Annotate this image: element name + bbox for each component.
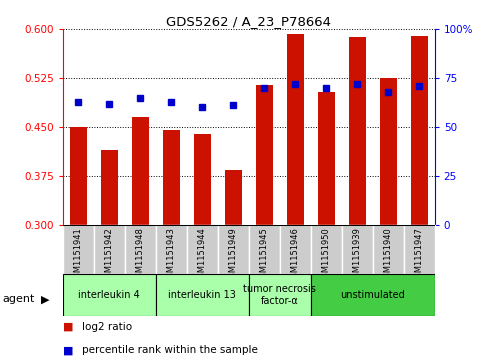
Text: GSM1151944: GSM1151944 — [198, 228, 207, 283]
Text: tumor necrosis
factor-α: tumor necrosis factor-α — [243, 284, 316, 306]
Bar — [225, 170, 242, 225]
FancyBboxPatch shape — [125, 225, 156, 274]
Text: GSM1151945: GSM1151945 — [260, 228, 269, 283]
FancyBboxPatch shape — [156, 274, 249, 316]
Text: GSM1151949: GSM1151949 — [229, 228, 238, 283]
FancyBboxPatch shape — [249, 225, 280, 274]
Text: unstimulated: unstimulated — [341, 290, 405, 300]
Bar — [194, 134, 211, 225]
Title: GDS5262 / A_23_P78664: GDS5262 / A_23_P78664 — [166, 15, 331, 28]
Text: GSM1151940: GSM1151940 — [384, 228, 393, 283]
Text: GSM1151943: GSM1151943 — [167, 228, 176, 284]
FancyBboxPatch shape — [342, 225, 373, 274]
FancyBboxPatch shape — [404, 225, 435, 274]
Bar — [411, 36, 428, 225]
Bar — [256, 85, 273, 225]
Text: interleukin 4: interleukin 4 — [78, 290, 140, 300]
Bar — [101, 150, 118, 225]
FancyBboxPatch shape — [218, 225, 249, 274]
Text: GSM1151941: GSM1151941 — [74, 228, 83, 283]
FancyBboxPatch shape — [249, 274, 311, 316]
Text: GSM1151948: GSM1151948 — [136, 228, 145, 284]
FancyBboxPatch shape — [63, 225, 94, 274]
Bar — [380, 78, 397, 225]
Bar — [70, 127, 87, 225]
FancyBboxPatch shape — [280, 225, 311, 274]
FancyBboxPatch shape — [187, 225, 218, 274]
Text: GSM1151947: GSM1151947 — [415, 228, 424, 284]
Text: GSM1151939: GSM1151939 — [353, 228, 362, 284]
FancyBboxPatch shape — [63, 274, 156, 316]
FancyBboxPatch shape — [156, 225, 187, 274]
FancyBboxPatch shape — [311, 274, 435, 316]
Text: interleukin 13: interleukin 13 — [168, 290, 236, 300]
Text: GSM1151946: GSM1151946 — [291, 228, 300, 284]
Text: percentile rank within the sample: percentile rank within the sample — [82, 345, 258, 355]
Bar — [287, 34, 304, 225]
Bar — [132, 117, 149, 225]
Bar — [163, 130, 180, 225]
Bar — [349, 37, 366, 225]
Text: GSM1151942: GSM1151942 — [105, 228, 114, 283]
FancyBboxPatch shape — [373, 225, 404, 274]
Text: agent: agent — [2, 294, 35, 305]
FancyBboxPatch shape — [311, 225, 342, 274]
Text: ▶: ▶ — [41, 294, 50, 305]
Text: ■: ■ — [63, 345, 73, 355]
Text: ■: ■ — [63, 322, 73, 332]
FancyBboxPatch shape — [94, 225, 125, 274]
Bar — [318, 93, 335, 225]
Text: GSM1151950: GSM1151950 — [322, 228, 331, 283]
Text: log2 ratio: log2 ratio — [82, 322, 132, 332]
